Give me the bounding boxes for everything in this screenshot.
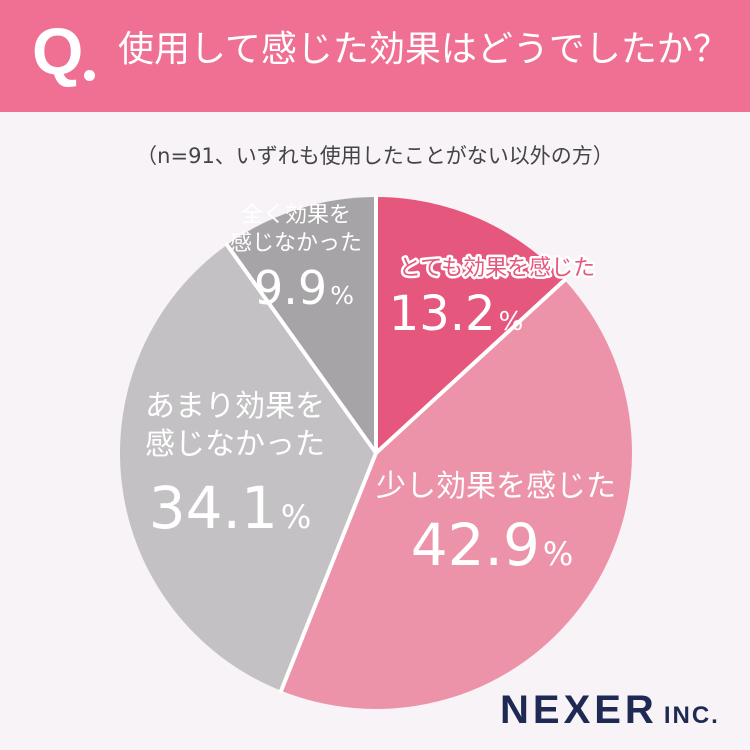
q-label: Q xyxy=(32,14,84,88)
slice-label: あまり効果を xyxy=(145,389,325,424)
pie-slice xyxy=(120,244,376,691)
slice-label: 少し効果を感じた xyxy=(376,469,616,504)
brand-logo: NEXER INC. xyxy=(500,688,720,733)
slice-separators xyxy=(224,195,568,694)
slice-separator xyxy=(278,452,378,694)
pie-slice xyxy=(281,279,632,709)
slice-value-unit: % xyxy=(499,307,524,337)
q-dot xyxy=(84,70,95,81)
slice-value-unit: % xyxy=(281,498,311,536)
pie-slice xyxy=(226,197,376,453)
slice-value: 42.9% xyxy=(411,511,574,579)
question-text: 使用して感じた効果はどうでしたか？ xyxy=(118,29,729,70)
slice-value: 34.1% xyxy=(149,474,312,542)
sample-note: （n=91、いずれも使用したことがない以外の方） xyxy=(136,144,614,168)
slice-separator xyxy=(224,242,378,455)
slice-label: 感じなかった xyxy=(145,427,325,462)
slice-label: とても効果を感じた xyxy=(399,256,595,281)
pie-slices xyxy=(120,197,632,709)
slice-label-group: 少し効果を感じた 42.9% xyxy=(376,469,616,579)
slice-value: 13.2% xyxy=(389,286,524,342)
slice-value: 9.9% xyxy=(254,261,354,315)
slice-value-number: 42.9 xyxy=(411,511,540,579)
pie-slice xyxy=(376,197,565,453)
slice-value-number: 9.9 xyxy=(254,261,327,315)
slice-value-number: 13.2 xyxy=(389,286,496,342)
slice-separator xyxy=(374,277,568,455)
brand-suffix: INC. xyxy=(663,702,720,729)
slice-value-unit: % xyxy=(543,535,573,573)
slice-label: 全く効果を xyxy=(241,203,351,228)
slice-value-number: 34.1 xyxy=(149,474,278,542)
slice-label: 感じなかった xyxy=(230,231,362,256)
question-header: Q 使用して感じた効果はどうでしたか？ xyxy=(0,0,750,112)
brand-name: NEXER xyxy=(500,688,658,732)
slice-value-unit: % xyxy=(330,281,354,310)
slice-label-group: とても効果を感じた 13.2% xyxy=(389,254,598,343)
